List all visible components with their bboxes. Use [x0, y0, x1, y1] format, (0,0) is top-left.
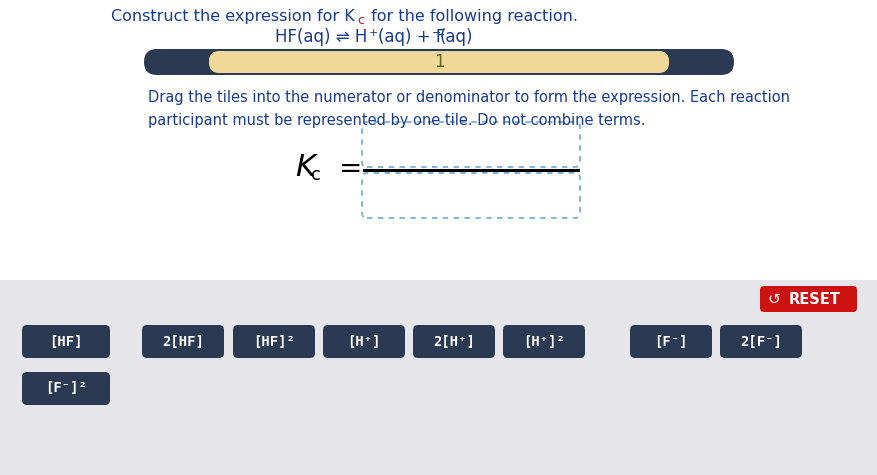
Bar	[0, 0, 877, 280]
Text: Drag the tiles into the numerator or denominator to form the expression. Each re: Drag the tiles into the numerator or den…	[148, 90, 789, 128]
FancyBboxPatch shape	[361, 173, 580, 218]
Text: ↺: ↺	[766, 292, 780, 306]
Text: Construct the expression for K: Construct the expression for K	[111, 10, 354, 25]
FancyBboxPatch shape	[630, 325, 711, 358]
Text: (aq): (aq)	[439, 28, 473, 46]
Text: 1: 1	[433, 53, 444, 71]
Text: (aq) + F: (aq) + F	[378, 28, 445, 46]
FancyBboxPatch shape	[759, 286, 856, 312]
Text: −: −	[431, 28, 441, 38]
Text: K: K	[295, 153, 315, 182]
Text: [HF]: [HF]	[49, 334, 82, 349]
Text: RESET: RESET	[788, 292, 839, 306]
FancyBboxPatch shape	[22, 372, 110, 405]
Text: c: c	[310, 166, 320, 184]
Text: 2[HF]: 2[HF]	[162, 334, 203, 349]
Bar	[0, 280, 877, 475]
Text: [F⁻]: [F⁻]	[653, 334, 687, 349]
FancyBboxPatch shape	[719, 325, 801, 358]
Text: [H⁺]: [H⁺]	[347, 334, 381, 349]
Text: 2[H⁺]: 2[H⁺]	[432, 334, 474, 349]
FancyBboxPatch shape	[412, 325, 495, 358]
FancyBboxPatch shape	[232, 325, 315, 358]
Text: +: +	[368, 28, 378, 38]
Text: 2[F⁻]: 2[F⁻]	[739, 334, 781, 349]
FancyBboxPatch shape	[144, 49, 733, 75]
FancyBboxPatch shape	[22, 325, 110, 358]
FancyBboxPatch shape	[503, 325, 584, 358]
Text: c: c	[357, 13, 364, 27]
Text: for the following reaction.: for the following reaction.	[366, 10, 577, 25]
FancyBboxPatch shape	[323, 325, 404, 358]
Text: [F⁻]²: [F⁻]²	[45, 381, 87, 396]
Text: HF(aq) ⇌ H: HF(aq) ⇌ H	[275, 28, 367, 46]
Text: =: =	[339, 155, 362, 183]
Text: [H⁺]²: [H⁺]²	[523, 334, 564, 349]
FancyBboxPatch shape	[209, 51, 668, 73]
FancyBboxPatch shape	[361, 122, 580, 167]
Text: [HF]²: [HF]²	[253, 334, 295, 349]
FancyBboxPatch shape	[142, 325, 224, 358]
